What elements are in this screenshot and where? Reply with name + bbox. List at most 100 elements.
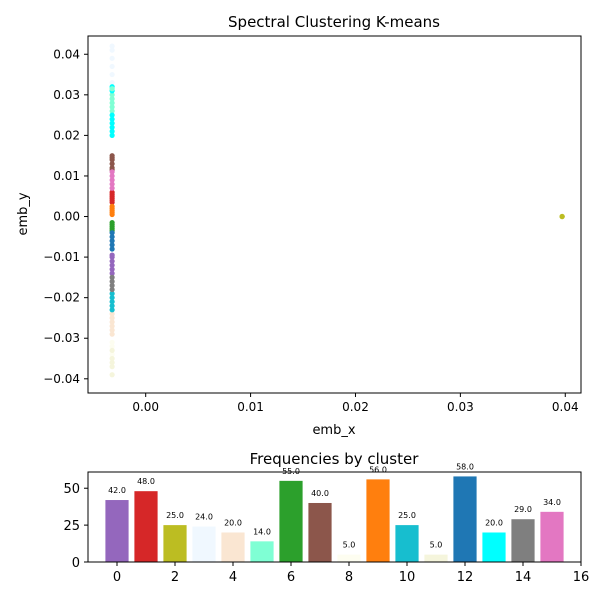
bar-value-label: 40.0 <box>311 489 329 498</box>
bar-x-tick-label: 2 <box>171 570 179 585</box>
scatter-y-tick-label: 0.03 <box>53 88 80 102</box>
scatter-y-tick-label: 0.02 <box>53 128 80 142</box>
bar-cluster-9 <box>366 479 390 562</box>
scatter-point-cluster-10 <box>109 307 115 313</box>
bar-cluster-3 <box>192 526 216 562</box>
scatter-point-cluster-3 <box>109 71 115 78</box>
scatter-point-cluster-4 <box>109 319 115 325</box>
scatter-point-cluster-4 <box>109 331 115 337</box>
bar-y-axis: 0 25 50 <box>63 482 88 571</box>
bar-y-tick-label: 50 <box>63 482 80 497</box>
scatter-point-cluster-9 <box>109 203 115 209</box>
bar-title: Frequencies by cluster <box>250 450 420 468</box>
scatter-x-tick-label: 0.01 <box>237 400 264 414</box>
scatter-point-cluster-0 <box>109 258 115 264</box>
bar-value-label: 5.0 <box>430 541 443 550</box>
bar-x-axis: 0 2 4 6 8 10 12 14 16 <box>113 562 589 585</box>
bar-y-tick-label: 25 <box>63 519 80 534</box>
scatter-point-cluster-10 <box>109 291 115 297</box>
scatter-point-cluster-8 <box>109 343 115 349</box>
scatter-point-cluster-11 <box>109 372 115 378</box>
bar-cluster-10 <box>395 525 419 562</box>
bar-cluster-5 <box>250 541 274 562</box>
bar-x-tick-label: 14 <box>515 570 532 585</box>
bar-value-label: 55.0 <box>282 467 300 476</box>
scatter-point-cluster-15 <box>109 185 115 191</box>
scatter-point-cluster-13 <box>109 120 115 126</box>
bars <box>105 476 564 562</box>
scatter-x-tick-label: 0.04 <box>552 400 579 414</box>
scatter-y-label: emb_y <box>16 192 31 235</box>
scatter-point-cluster-12 <box>109 234 115 240</box>
scatter-point-cluster-14 <box>109 274 115 280</box>
bar-x-tick-label: 8 <box>345 570 353 585</box>
scatter-point-cluster-0 <box>109 266 115 272</box>
bar-cluster-13 <box>482 532 506 562</box>
scatter-point-cluster-5 <box>109 108 115 114</box>
scatter-x-axis: 0.00 0.01 0.02 0.03 0.04 <box>132 393 579 414</box>
scatter-point-cluster-11 <box>109 364 115 370</box>
scatter-point-cluster-3 <box>109 43 115 49</box>
bar-value-label: 20.0 <box>224 518 242 527</box>
bar-cluster-0 <box>105 500 129 562</box>
scatter-x-tick-label: 0.03 <box>447 400 474 414</box>
scatter-y-tick-label: 0.04 <box>53 47 80 61</box>
scatter-point-cluster-13 <box>109 116 115 122</box>
scatter-point-cluster-13 <box>109 124 115 130</box>
scatter-point-cluster-13 <box>109 112 115 118</box>
bar-value-label: 34.0 <box>543 498 561 507</box>
bar-x-tick-label: 10 <box>399 570 416 585</box>
scatter-point-cluster-3 <box>109 80 115 86</box>
bar-value-label: 42.0 <box>108 486 126 495</box>
scatter-x-tick-label: 0.00 <box>132 400 159 414</box>
scatter-point-cluster-12 <box>109 246 115 252</box>
scatter-y-tick-label: 0.00 <box>53 210 80 224</box>
scatter-point-cluster-3 <box>109 47 115 53</box>
bar-cluster-14 <box>511 519 535 562</box>
bar-panel: Frequencies by cluster 42.048.025.0 24.02… <box>63 450 589 585</box>
scatter-point-cluster-13 <box>109 128 115 134</box>
scatter-point-cluster-2 <box>559 213 565 220</box>
scatter-point-cluster-12 <box>109 238 115 244</box>
scatter-point-cluster-11 <box>109 347 115 354</box>
scatter-title: Spectral Clustering K-means <box>228 13 440 31</box>
bar-value-label: 5.0 <box>343 541 356 550</box>
bar-value-label: 20.0 <box>485 518 503 527</box>
bar-plot-frame <box>87 471 582 563</box>
bar-value-label: 25.0 <box>398 511 416 520</box>
bar-cluster-7 <box>308 502 332 562</box>
scatter-y-tick-label: 0.01 <box>53 169 80 183</box>
bar-value-label: 56.0 <box>369 465 387 474</box>
bar-value-label: 24.0 <box>195 513 213 522</box>
scatter-point-cluster-0 <box>109 270 115 276</box>
bar-x-tick-label: 0 <box>113 570 121 585</box>
scatter-point-cluster-11 <box>109 355 115 362</box>
scatter-point-cluster-5 <box>109 104 115 110</box>
bar-x-tick-label: 12 <box>457 570 474 585</box>
scatter-point-cluster-5 <box>109 100 115 106</box>
scatter-point-cluster-15 <box>109 173 115 179</box>
scatter-point-cluster-14 <box>109 286 115 293</box>
scatter-y-tick-label: −0.02 <box>43 291 80 305</box>
scatter-point-cluster-14 <box>109 278 115 285</box>
scatter-y-tick-label: −0.03 <box>43 331 80 345</box>
scatter-point-cluster-0 <box>109 254 115 260</box>
scatter-point-cluster-1 <box>109 189 115 195</box>
scatter-y-tick-label: −0.01 <box>43 250 80 264</box>
scatter-point-cluster-4 <box>109 323 115 329</box>
bar-cluster-15 <box>540 511 564 562</box>
scatter-point-cluster-15 <box>109 169 115 175</box>
scatter-point-cluster-4 <box>109 311 115 317</box>
scatter-point-cluster-5 <box>109 96 115 102</box>
bar-x-tick-label: 6 <box>287 570 295 585</box>
scatter-y-tick-label: −0.04 <box>43 372 80 386</box>
bar-cluster-4 <box>221 532 245 562</box>
scatter-point-cluster-5 <box>109 86 115 92</box>
scatter-point-cluster-15 <box>109 181 115 187</box>
scatter-point-cluster-13 <box>109 132 115 138</box>
scatter-point-cluster-10 <box>109 295 115 301</box>
bar-value-label: 29.0 <box>514 505 532 514</box>
bar-value-label: 48.0 <box>137 477 155 486</box>
scatter-panel: Spectral Clustering K-means 0.00 0.01 0.02… <box>16 13 582 438</box>
scatter-point-cluster-7 <box>109 153 115 159</box>
